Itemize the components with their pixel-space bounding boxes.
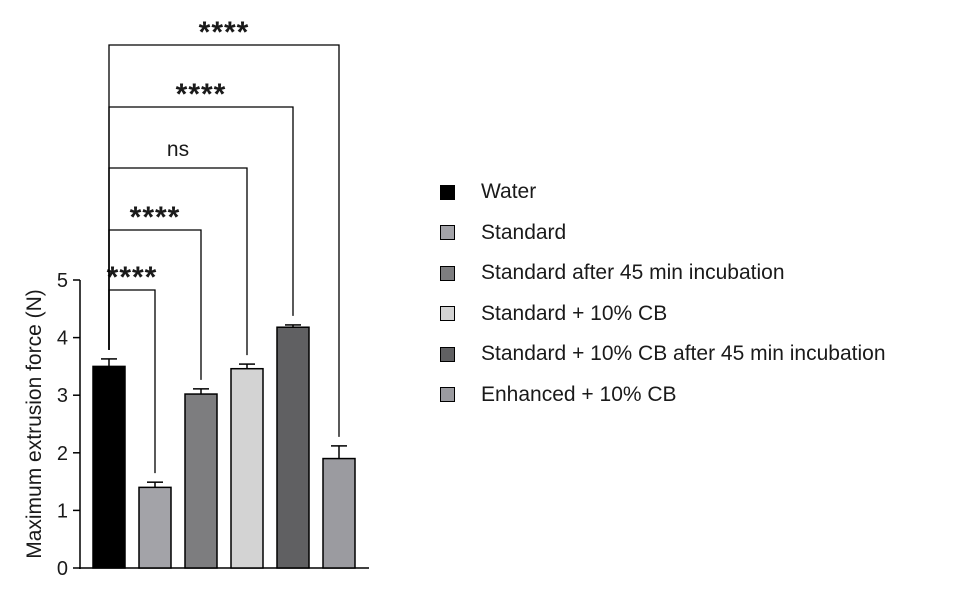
y-tick-label: 0 [57, 558, 68, 580]
bar [138, 486, 172, 569]
y-tick-label: 3 [57, 385, 68, 407]
significance-label: **** [107, 261, 158, 294]
legend-item: Standard + 10% CB [440, 294, 886, 335]
significance-label: **** [176, 78, 227, 111]
y-axis-label: Maximum extrusion force (N) [23, 289, 46, 559]
legend-swatch [440, 265, 455, 281]
legend-label: Standard after 45 min incubation [481, 261, 785, 285]
legend-item: Standard + 10% CB after 45 min incubatio… [440, 334, 886, 375]
significance-label: **** [199, 16, 250, 49]
bars [92, 324, 356, 569]
y-tick-label: 4 [57, 328, 68, 350]
legend-item: Standard [440, 213, 886, 254]
significance-label: **** [130, 201, 181, 234]
significance-label: ns [167, 138, 189, 161]
legend-swatch [440, 225, 455, 241]
y-tick-label: 5 [57, 270, 68, 292]
bar [276, 326, 310, 569]
bar [322, 457, 356, 569]
legend-label: Water [481, 180, 537, 204]
y-tick-label: 2 [57, 443, 68, 465]
bar [230, 367, 264, 569]
legend-swatch [440, 346, 455, 362]
legend-label: Standard + 10% CB after 45 min incubatio… [481, 342, 886, 366]
legend-swatch [440, 306, 455, 322]
legend-swatch [440, 387, 455, 403]
significance-bracket [108, 44, 340, 437]
legend-label: Standard + 10% CB [481, 301, 668, 325]
legend-label: Standard [481, 220, 567, 244]
legend-item: Enhanced + 10% CB [440, 375, 886, 416]
axes: 0 1 2 3 4 5 [57, 270, 369, 580]
significance-brackets: **** **** ns **** **** [107, 16, 340, 474]
bar [92, 365, 126, 569]
legend-item: Standard after 45 min incubation [440, 253, 886, 294]
legend: Water Standard Standard after 45 min incub… [440, 172, 886, 415]
bar [184, 393, 218, 569]
legend-label: Enhanced + 10% CB [481, 382, 677, 406]
legend-item: Water [440, 172, 886, 213]
legend-swatch [440, 184, 455, 200]
y-tick-label: 1 [57, 500, 68, 522]
